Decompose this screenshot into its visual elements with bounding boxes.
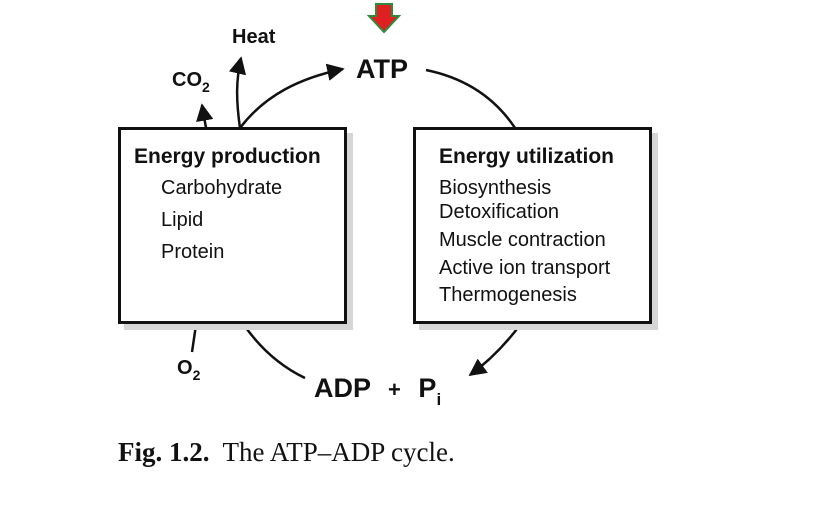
list-item: Biosynthesis [439, 177, 552, 199]
figure-caption: Fig. 1.2. The ATP–ADP cycle. [118, 437, 455, 468]
down-arrow-icon [366, 3, 402, 34]
list-item: Thermogenesis [439, 284, 577, 306]
energy-utilization-box: Energy utilization Biosynthesis Detoxifi… [413, 127, 652, 324]
arrow-to-heat [228, 56, 247, 129]
list-item: Active ion transport [439, 257, 611, 279]
pi-subscript: i [436, 390, 442, 409]
co2-label: CO2 [172, 70, 210, 94]
co2-subscript: 2 [202, 79, 210, 95]
plus-sign: + [388, 377, 401, 402]
list-item: Protein [161, 241, 225, 263]
adp-pi-label: ADP + Pi [314, 373, 442, 409]
arrow-utilization-to-adp [468, 324, 521, 377]
line-o2 [190, 324, 198, 353]
arc-atp-to-utilization [425, 68, 517, 129]
co2-base: CO [172, 69, 202, 91]
energy-production-box: Energy production Carbohydrate Lipid Pro… [118, 127, 347, 324]
arc-adp-to-production [242, 324, 306, 380]
list-item: Muscle contraction [439, 229, 606, 251]
arrow-production-to-atp [239, 63, 345, 129]
o2-subscript: 2 [192, 367, 201, 383]
energy-utilization-title: Energy utilization [439, 145, 615, 168]
energy-production-title: Energy production [134, 145, 321, 168]
adp-text: ADP [314, 373, 371, 403]
list-item: Detoxification [439, 201, 560, 223]
caption-text: The ATP–ADP cycle. [222, 437, 455, 467]
caption-label: Fig. 1.2. [118, 437, 210, 467]
heat-label: Heat [232, 26, 276, 48]
o2-label: O2 [177, 358, 200, 382]
atp-label: ATP [356, 54, 408, 84]
arrow-to-co2 [196, 103, 214, 129]
o2-base: O [177, 357, 193, 379]
list-item: Lipid [161, 209, 204, 231]
list-item: Carbohydrate [161, 177, 283, 199]
pi-base: P [418, 373, 437, 403]
